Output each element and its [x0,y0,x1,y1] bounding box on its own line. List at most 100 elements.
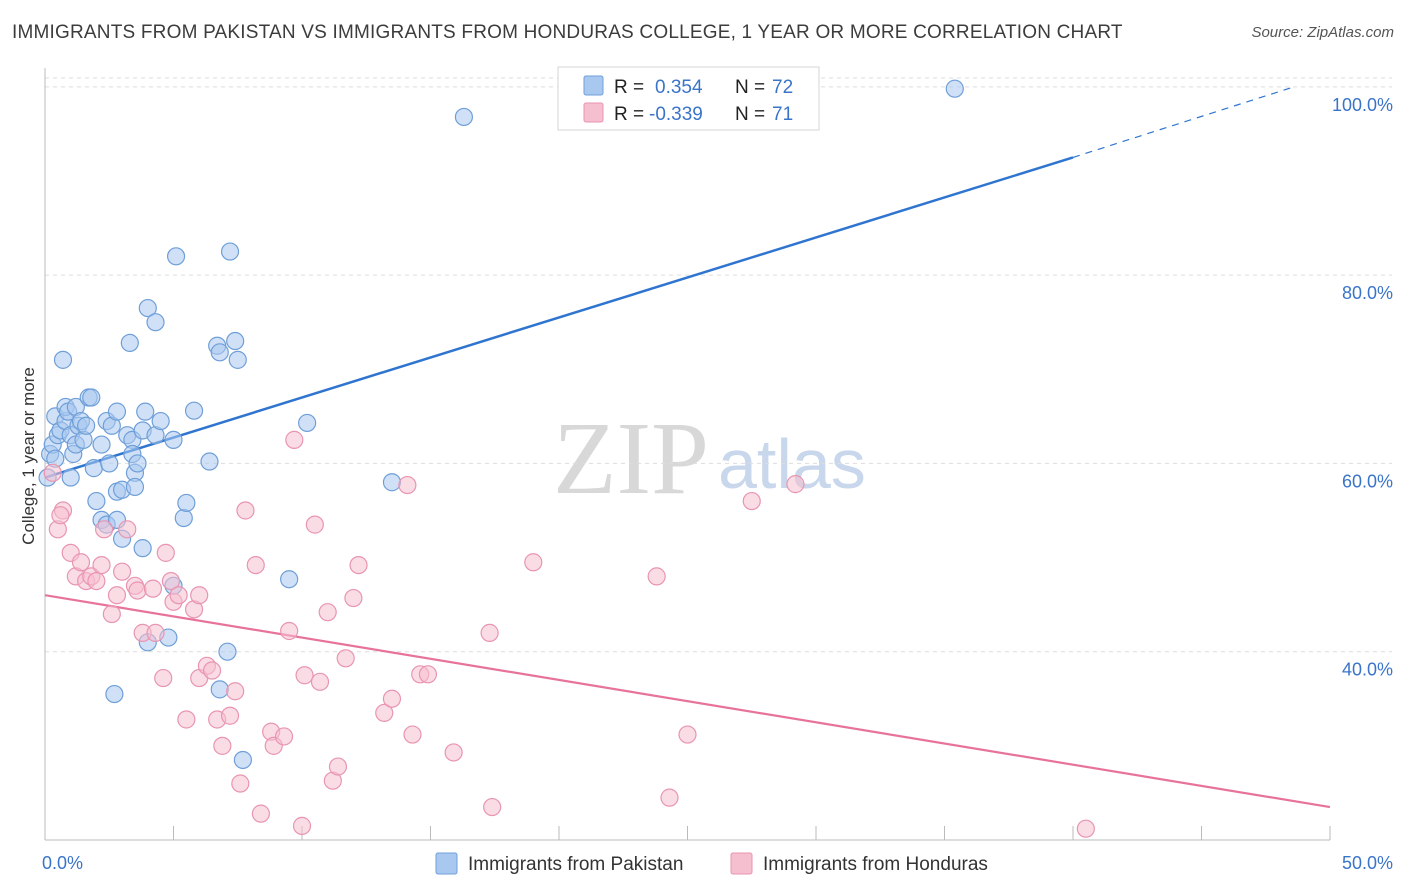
point-honduras [344,588,363,608]
stats-swatch-pakistan [583,75,604,96]
y-tick-labels: 40.0% 60.0% 80.0% 100.0% [1332,95,1393,680]
point-honduras [742,491,761,511]
point-honduras [310,672,330,691]
data-points [38,79,1095,838]
point-honduras [51,506,70,525]
point-honduras [524,553,543,572]
point-honduras [280,621,299,641]
point-honduras [318,603,337,622]
legend-swatch-honduras [730,852,753,875]
point-honduras [349,555,368,575]
point-pakistan [210,680,229,699]
point-pakistan [82,388,101,407]
point-pakistan [120,333,139,353]
stats-swatch-honduras [583,102,604,123]
point-pakistan [210,343,229,362]
point-honduras [112,562,132,581]
point-honduras [660,788,679,807]
point-honduras [251,804,270,823]
point-honduras [382,689,402,708]
point-honduras [403,725,422,744]
y-axis-label: College, 1 year or more [19,367,38,545]
legend-label-honduras: Immigrants from Honduras [763,854,988,875]
source-credit: Source: ZipAtlas.com [1251,24,1394,41]
point-pakistan [92,435,111,454]
point-pakistan [133,539,152,558]
x-tick-label-max: 50.0% [1342,853,1393,873]
y-tick-label-80: 80.0% [1342,283,1393,303]
stats-n-label-honduras: N = [735,104,765,125]
stats-n-label-pakistan: N = [735,77,765,98]
point-honduras [444,743,463,762]
point-pakistan [454,107,474,127]
point-honduras [418,665,438,684]
point-honduras [292,816,312,835]
point-honduras [236,501,255,520]
point-honduras [43,463,62,482]
point-pakistan [382,473,402,492]
point-pakistan [146,313,165,332]
point-honduras [71,553,91,572]
point-pakistan [84,459,103,478]
point-honduras [786,475,805,494]
trendline-pakistan [44,156,1074,479]
point-pakistan [87,491,106,511]
point-honduras [102,604,121,624]
point-honduras [678,725,697,744]
point-pakistan [100,454,119,473]
bottom-legend: Immigrants from Pakistan Immigrants from… [435,852,988,875]
point-pakistan [298,413,317,433]
trendline-pakistan-extension [1072,86,1295,159]
chart-title: IMMIGRANTS FROM PAKISTAN VS IMMIGRANTS F… [12,22,1123,43]
point-honduras [169,586,188,605]
point-honduras [246,555,265,575]
point-pakistan [138,298,157,318]
point-pakistan [184,401,204,420]
point-honduras [161,571,181,591]
x-tick-label-min: 0.0% [42,853,83,873]
stats-r-label-honduras: R = [614,104,644,125]
point-pakistan [280,570,299,589]
point-honduras [398,475,417,495]
point-honduras [1076,819,1095,838]
point-pakistan [125,477,145,497]
trend-lines [44,86,1331,809]
point-honduras [190,586,209,605]
point-pakistan [164,430,183,449]
point-honduras [375,703,394,723]
point-honduras [177,710,196,729]
point-pakistan [945,79,964,98]
point-pakistan [177,493,196,513]
point-pakistan [53,350,73,369]
point-pakistan [226,331,245,351]
legend-swatch-pakistan [435,852,458,875]
point-honduras [274,727,294,746]
point-pakistan [233,750,252,770]
point-honduras [118,520,137,539]
point-honduras [87,571,106,591]
stats-n-value-honduras: 71 [772,104,793,125]
point-pakistan [105,684,124,704]
point-honduras [480,623,499,642]
point-pakistan [107,402,127,421]
point-honduras [146,623,165,642]
x-tick-labels: 0.0% 50.0% [42,853,1393,873]
point-honduras [226,682,245,701]
point-honduras [213,736,232,755]
point-pakistan [200,452,219,471]
legend-label-pakistan: Immigrants from Pakistan [468,854,683,875]
point-honduras [328,757,348,776]
point-pakistan [151,411,170,431]
point-honduras [128,581,147,600]
point-honduras [231,774,250,793]
point-honduras [202,661,222,680]
point-honduras [647,567,666,586]
point-pakistan [174,508,193,528]
point-honduras [156,543,175,562]
point-honduras [143,579,163,598]
point-honduras [336,649,355,668]
trendline-honduras [44,594,1331,809]
point-honduras [305,515,324,534]
point-honduras [285,430,304,449]
point-honduras [154,668,173,688]
